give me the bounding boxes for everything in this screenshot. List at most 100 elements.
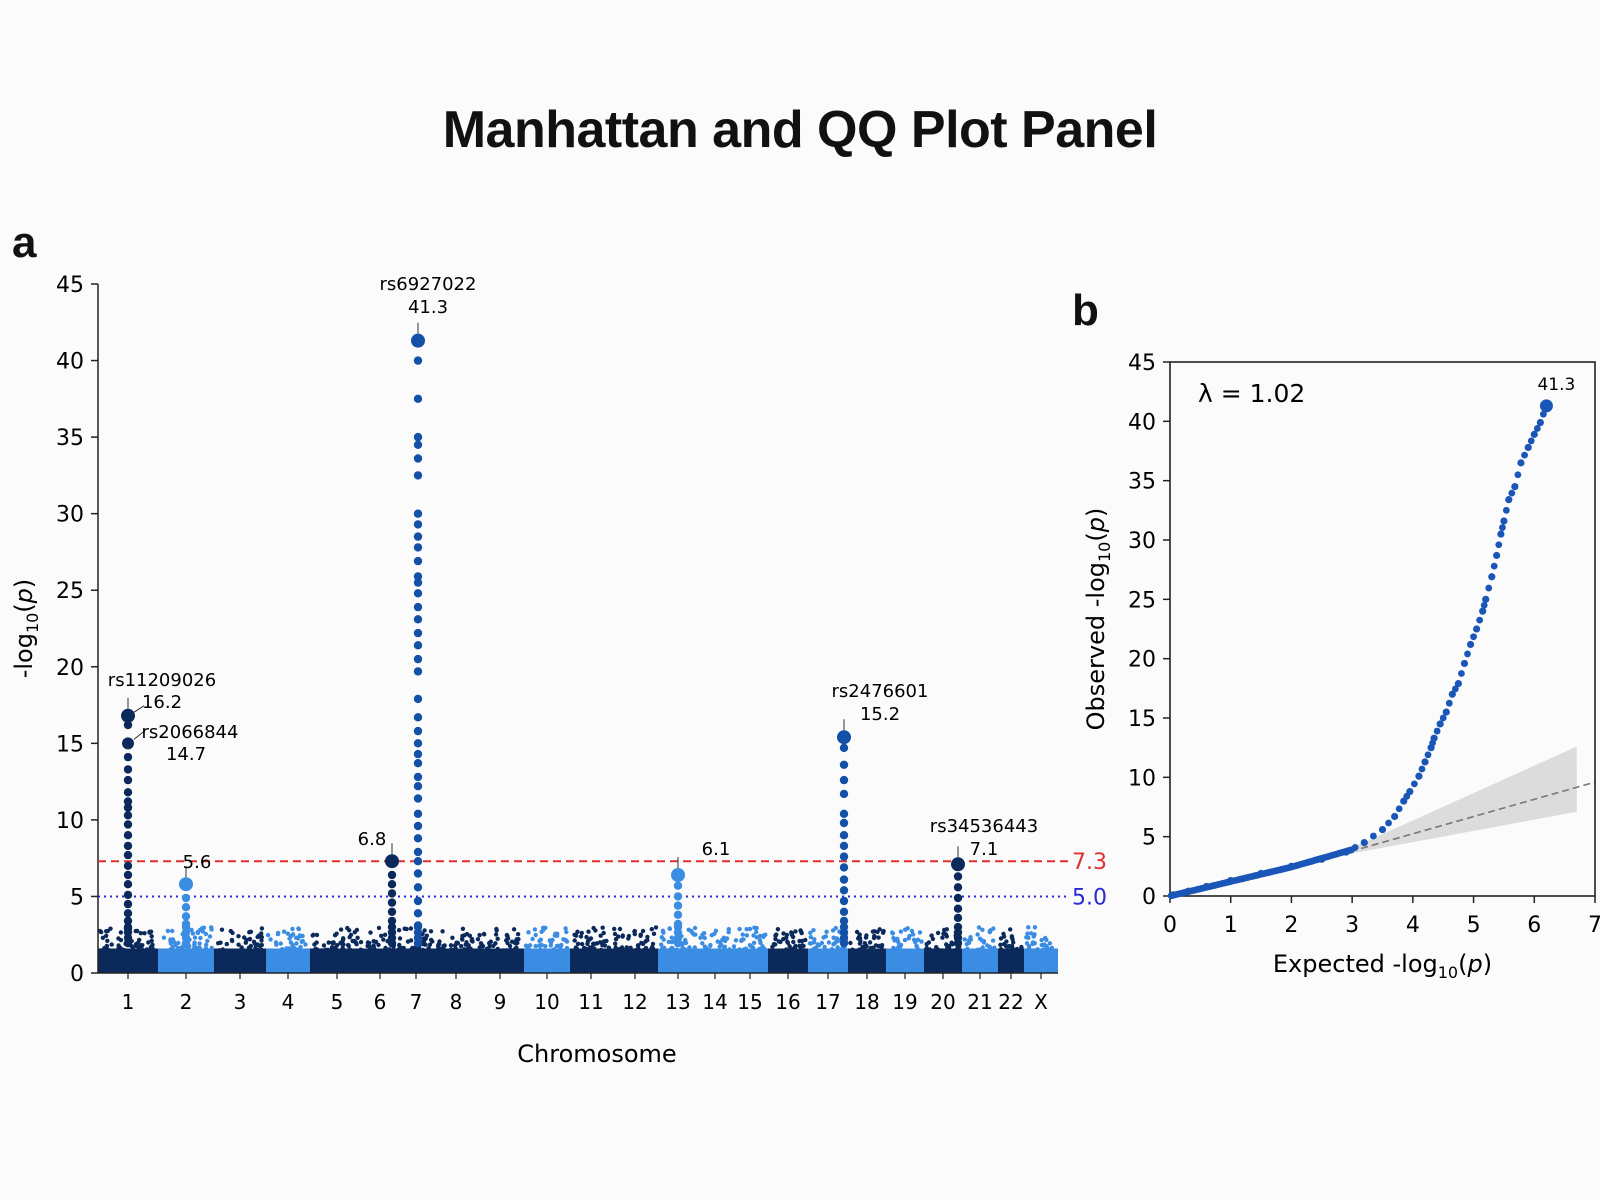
snp-point	[683, 940, 689, 946]
snp-point	[617, 947, 622, 952]
snp-point	[476, 948, 482, 953]
snp-point	[469, 936, 475, 942]
snp-point	[659, 942, 664, 947]
qq-point	[1536, 418, 1544, 427]
peak-snp-point	[413, 739, 423, 748]
snp-point	[789, 931, 795, 936]
snp-point	[507, 943, 513, 949]
snp-point	[857, 935, 863, 941]
qq-point	[1466, 640, 1475, 649]
y-axis-title: -log10(p)	[10, 579, 42, 679]
panel-label-b: b	[1072, 286, 1099, 335]
snp-point	[773, 933, 778, 938]
snp-point	[477, 932, 482, 938]
snp-point	[981, 940, 987, 945]
y-tick-label: 5	[1142, 826, 1156, 851]
threshold-label: 5.0	[1072, 885, 1107, 910]
snp-point	[207, 934, 213, 939]
snp-point	[543, 944, 548, 949]
snp-point	[1031, 940, 1037, 946]
snp-point	[312, 942, 317, 947]
snp-point	[248, 929, 254, 934]
snp-point	[140, 947, 145, 953]
x-tick-label: 4	[1406, 913, 1420, 938]
snp-point	[106, 949, 111, 954]
snp-point	[863, 948, 868, 953]
snp-point	[533, 943, 538, 949]
snp-point	[812, 937, 817, 942]
snp-point	[195, 930, 201, 936]
snp-point	[303, 942, 308, 947]
y-tick-label: 20	[1128, 648, 1156, 673]
qq-point	[1521, 451, 1528, 459]
snp-point	[504, 938, 509, 943]
snp-point	[586, 929, 591, 934]
snp-point	[990, 938, 996, 943]
snp-point	[537, 938, 542, 944]
peak-value-label: 41.3	[408, 297, 448, 318]
snp-point	[761, 934, 766, 939]
snp-point	[941, 927, 947, 933]
snp-point	[902, 937, 908, 943]
snp-point	[251, 939, 257, 944]
y-tick-label: 40	[1128, 410, 1156, 435]
snp-point	[834, 939, 840, 944]
peak-snp-point	[413, 356, 423, 365]
lead-snp-point	[837, 730, 851, 745]
qq-point	[1480, 601, 1488, 609]
snp-point	[259, 931, 264, 936]
snp-point	[708, 942, 713, 948]
snp-point	[693, 932, 698, 937]
lead-snp-point	[385, 854, 399, 869]
snp-point	[648, 949, 654, 954]
snp-point	[891, 948, 896, 954]
snp-point	[667, 926, 672, 931]
peak-snp-point	[413, 641, 423, 650]
snp-point	[773, 936, 778, 942]
snp-point	[288, 940, 294, 945]
snp-point	[166, 949, 172, 954]
panel-label-a: a	[12, 218, 37, 267]
snp-point	[132, 948, 137, 953]
snp-point	[666, 939, 671, 945]
x-tick-label: 0	[1163, 913, 1177, 938]
snp-point	[1001, 942, 1007, 947]
snp-point	[952, 948, 958, 953]
x-tick-label: 14	[702, 990, 727, 1014]
snp-point	[347, 928, 352, 933]
snp-point	[402, 926, 407, 931]
snp-point	[514, 938, 519, 943]
snp-point	[867, 940, 873, 945]
peak-snp-point	[123, 820, 133, 829]
snp-point	[870, 945, 876, 950]
snp-point	[454, 941, 459, 946]
label-leader	[132, 705, 145, 714]
peak-snp-point	[413, 628, 423, 638]
snp-point	[802, 948, 807, 953]
snp-point	[993, 948, 998, 954]
peak-snp-point	[839, 743, 849, 753]
qq-point	[1403, 792, 1411, 800]
snp-point	[692, 925, 698, 931]
snp-point	[564, 939, 570, 944]
snp-point	[930, 936, 936, 942]
snp-point	[298, 944, 303, 950]
snp-point	[352, 939, 358, 945]
snp-point	[751, 948, 756, 954]
peak-snp-point	[181, 912, 191, 921]
snp-point	[811, 947, 817, 952]
snp-point	[538, 947, 543, 952]
snp-point	[321, 943, 327, 948]
qq-point	[1482, 595, 1490, 603]
peak-snp-point	[413, 556, 423, 566]
snp-point	[640, 928, 646, 934]
snp-point	[1047, 941, 1053, 946]
peak-snp-point	[839, 938, 849, 948]
x-tick-label: 13	[665, 990, 690, 1014]
snp-point	[343, 948, 348, 953]
threshold-label: 7.3	[1072, 850, 1107, 875]
x-tick-label: 17	[815, 990, 840, 1014]
snp-point	[831, 942, 836, 947]
snp-point	[591, 948, 596, 953]
qq-point	[1421, 758, 1429, 766]
